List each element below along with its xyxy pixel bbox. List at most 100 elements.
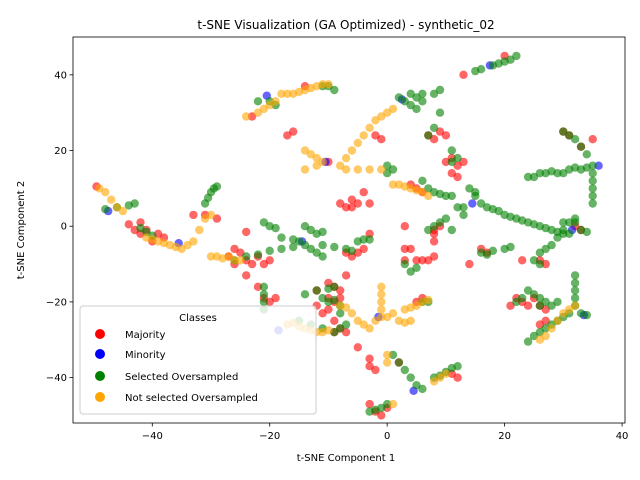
point-not-selected-oversampled [388,104,398,114]
point-majority [541,259,550,269]
y-tick-label: 40 [54,70,67,81]
point-selected-oversampled [400,259,409,269]
point-selected-oversampled [318,293,327,303]
point-not-selected-oversampled [242,112,251,121]
point-selected-oversampled [570,278,580,288]
point-selected-oversampled [588,184,597,193]
plot-frame [72,36,626,424]
point-selected-oversampled [459,210,468,220]
point-not-selected-oversampled [365,165,374,174]
point-selected-oversampled [535,169,545,178]
point-majority [265,256,274,265]
point-selected-oversampled [471,188,480,197]
point-majority [365,199,374,208]
point-selected-oversampled [406,373,415,382]
point-not-selected-oversampled [312,161,321,170]
point-majority [341,203,351,212]
y-axis-label: t-SNE Component 2 [16,181,27,279]
y-tick-label: 20 [54,146,67,157]
point-not-selected-oversampled [377,290,386,299]
point-not-selected-oversampled [101,188,110,197]
point-selected-oversampled [553,169,562,178]
point-selected-oversampled [365,235,374,244]
legend-box [79,305,317,415]
point-selected-oversampled [336,309,345,318]
point-selected-oversampled [277,244,286,254]
point-selected-oversampled [523,172,533,182]
legend: Classes Majority Minority Selected Overs… [79,305,317,415]
point-selected-oversampled [506,242,515,252]
point-not-selected-oversampled [353,138,362,148]
point-selected-oversampled [582,150,591,159]
point-selected-oversampled [447,225,456,235]
point-selected-oversampled [341,320,351,329]
point-selected-oversampled [318,240,327,250]
point-majority [441,131,451,140]
point-majority [459,70,468,80]
x-axis-label: t-SNE Component 1 [297,453,395,464]
y-tick-label: −20 [46,297,67,308]
point-not-selected-oversampled [224,252,233,261]
x-tick-label: 0 [384,431,390,442]
point-selected-oversampled [330,242,339,252]
point-selected-oversampled [259,297,269,307]
x-tick-label: −20 [259,431,280,442]
point-selected-oversampled [476,65,486,74]
point-selected-oversampled [330,295,339,305]
point-majority [465,259,474,269]
point-not-selected-oversampled [347,309,357,318]
point-majority [359,188,368,197]
point-majority [289,127,298,136]
point-selected-oversampled [435,108,445,117]
point-not-selected-oversampled [324,326,333,335]
point-majority [412,256,421,265]
point-selected-oversampled [429,123,439,132]
legend-label-minority: Minority [125,350,166,361]
point-selected-oversampled [459,203,468,212]
point-not-selected-oversampled [383,358,392,367]
point-selected-oversampled [418,176,427,185]
point-not-selected-oversampled [365,324,374,333]
point-not-selected-oversampled [271,97,280,106]
point-not-selected-oversampled [547,324,556,333]
point-not-selected-oversampled [406,316,415,325]
point-minority [468,199,477,208]
point-majority [429,237,439,246]
point-majority [453,172,462,182]
point-selected-oversampled [512,51,521,61]
point-not-selected-oversampled [388,180,398,189]
point-selected-oversampled [553,297,562,307]
point-majority [189,210,198,220]
point-not-selected-oversampled [118,206,128,216]
point-selected-oversampled [488,246,498,255]
point-selected-oversampled [383,399,392,409]
point-not-selected-oversampled [283,89,292,99]
point-not-selected-oversampled [341,153,351,163]
point-majority [247,259,257,269]
point-selected-oversampled [400,365,409,375]
point-selected-oversampled [359,235,368,244]
point-majority [418,256,427,265]
x-tick-label: 40 [616,431,629,442]
point-majority [230,244,239,254]
scatter-points [92,51,603,420]
point-majority [429,252,439,261]
point-selected-oversampled [388,350,398,360]
point-majority [353,343,362,352]
point-selected-oversampled [259,282,269,291]
point-selected-oversampled [588,191,597,201]
point-not-selected-oversampled [107,195,116,204]
point-selected-oversampled [576,142,586,151]
point-not-selected-oversampled [347,146,357,155]
point-selected-oversampled [570,286,580,295]
point-selected-oversampled [318,227,327,237]
point-majority [330,316,339,325]
point-selected-oversampled [559,218,568,227]
point-selected-oversampled [588,176,597,185]
point-selected-oversampled [570,135,580,144]
y-axis-ticks: −40 −20 0 20 40 [46,70,73,384]
point-majority [271,293,280,303]
point-majority [518,256,527,265]
point-minority [594,161,603,170]
